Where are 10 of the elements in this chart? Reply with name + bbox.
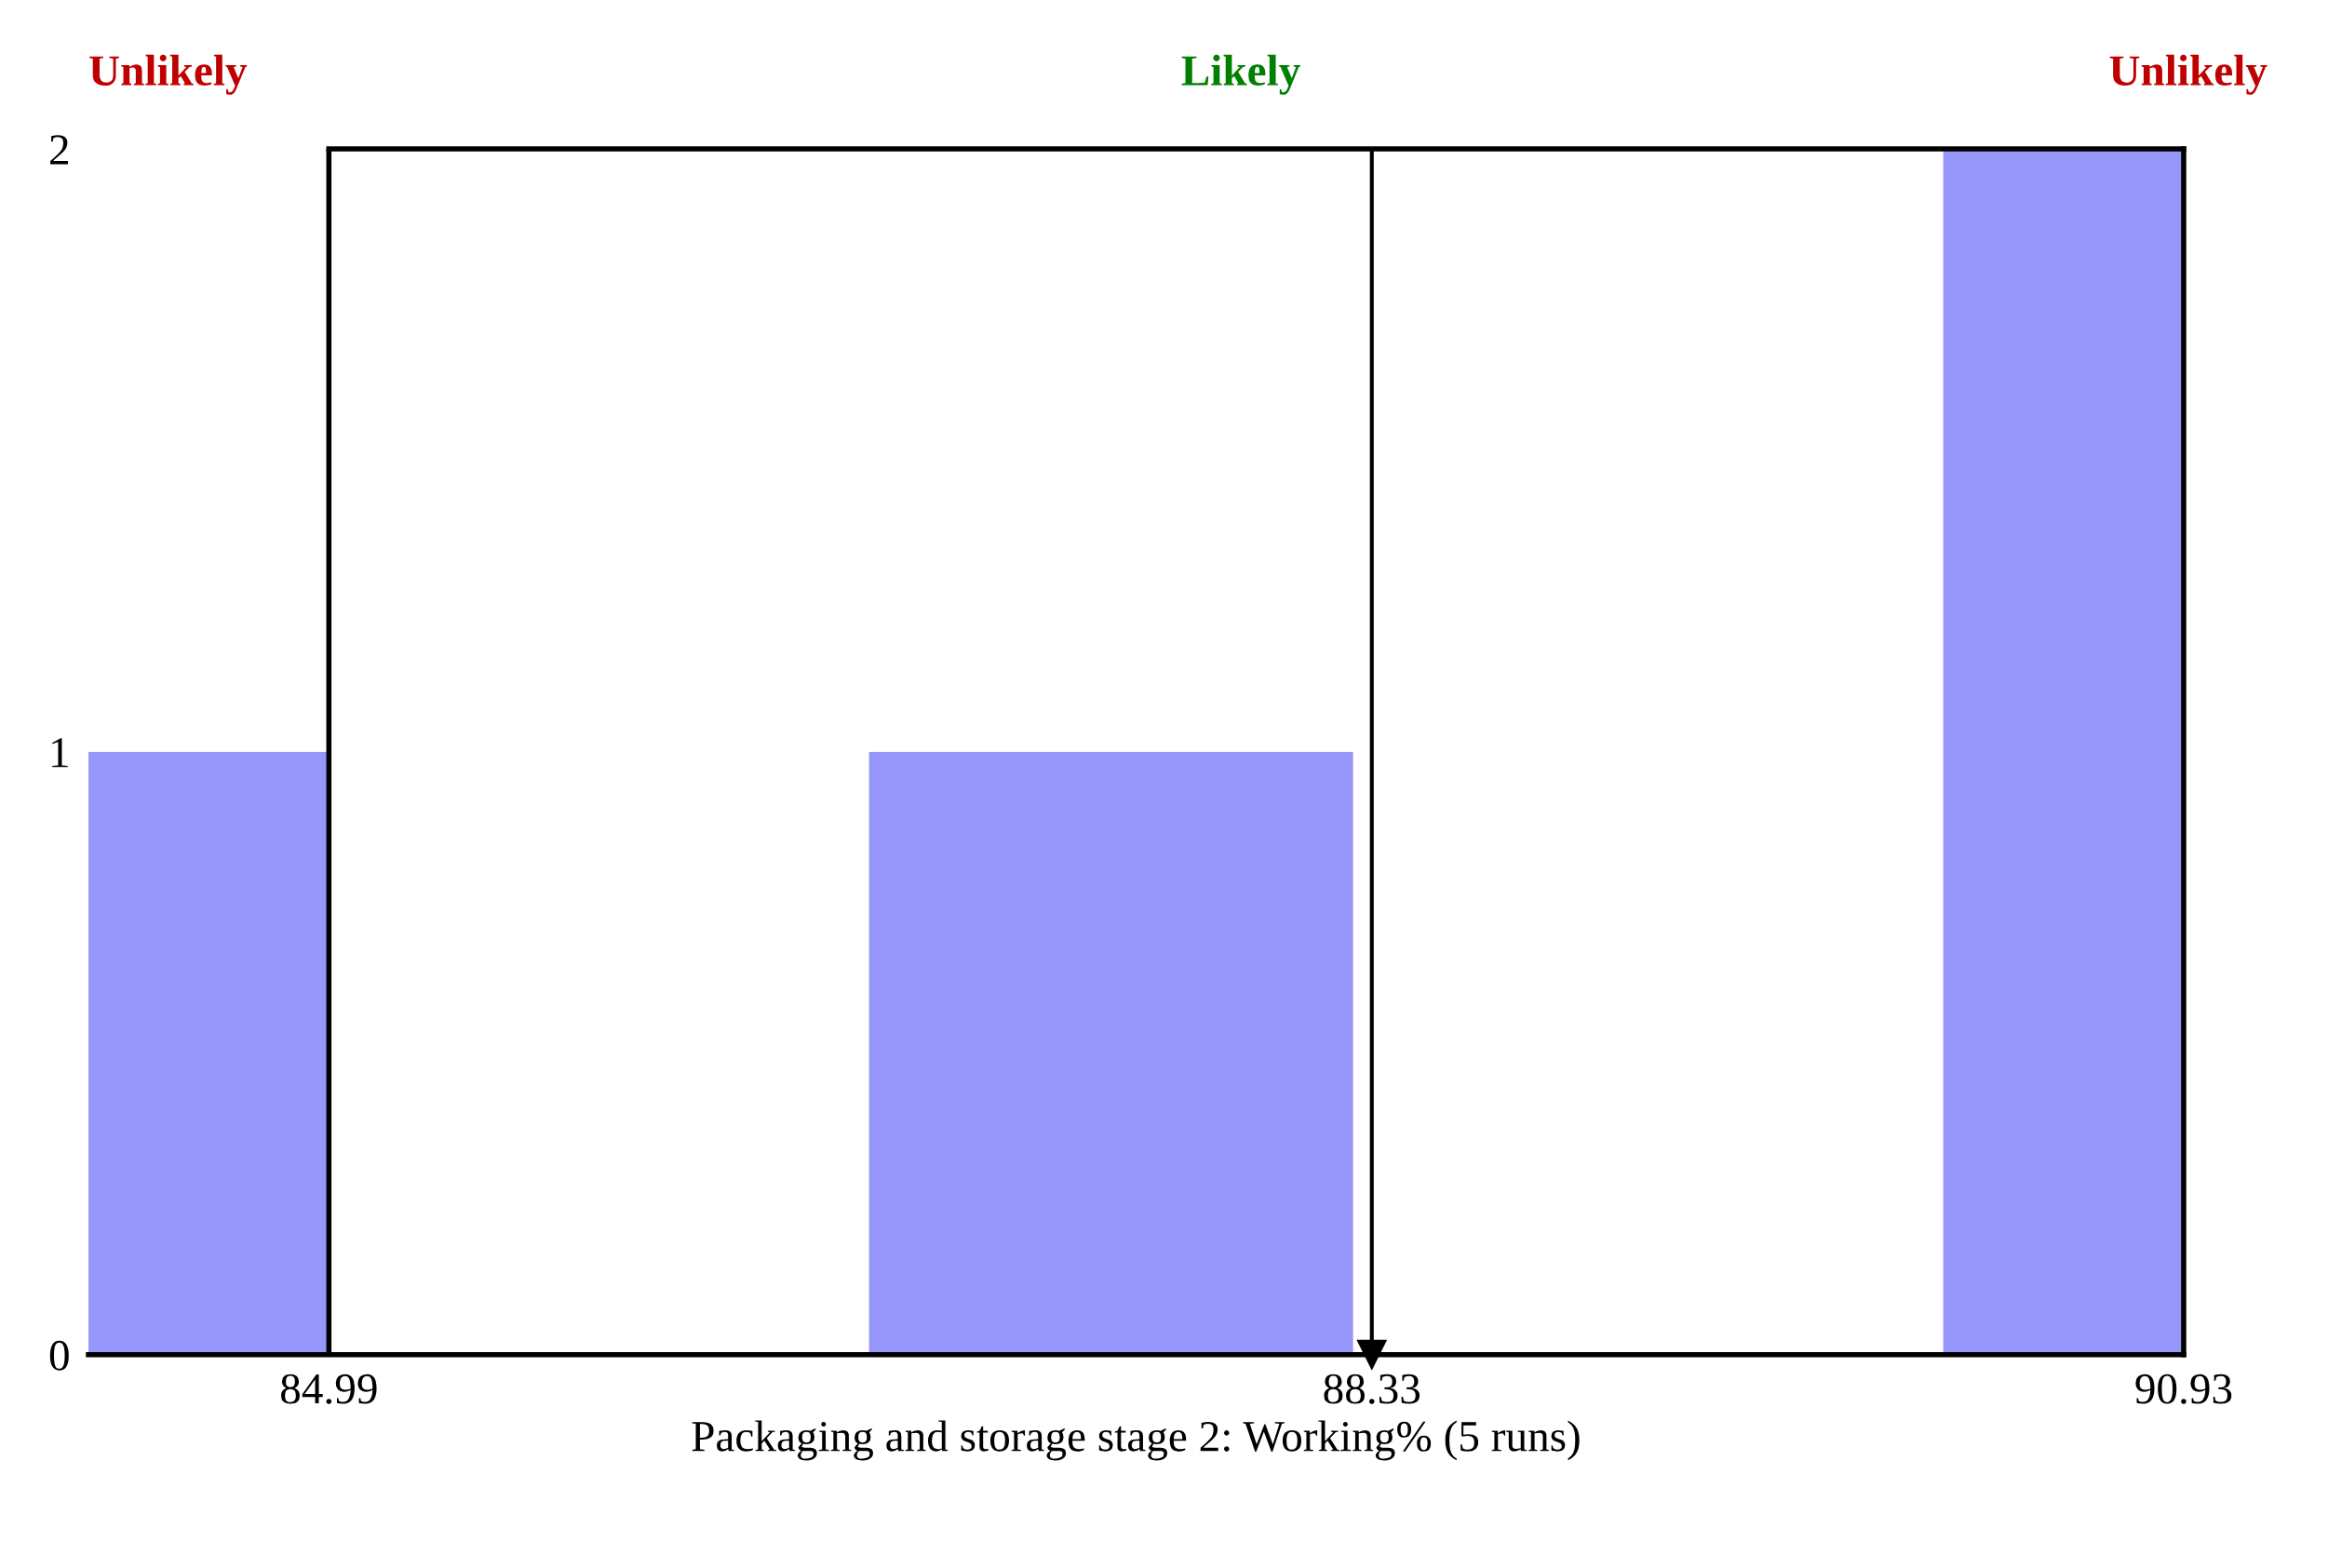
x-tick-label: 88.33 [1324, 1374, 1420, 1404]
text: Unlikely [2109, 54, 2267, 95]
text: Likely [1181, 54, 1300, 95]
y-tick-label: 1 [52, 738, 68, 768]
x-tick-label: 84.99 [281, 1374, 377, 1404]
x-tick-label: 90.93 [2135, 1374, 2232, 1404]
y-tick-label: 2 [50, 135, 68, 165]
x-axis-title: Packaging and storage stage 2: Working% (5 runs) [692, 1420, 1580, 1461]
text: Unlikely [89, 54, 248, 95]
y-tick-label: 0 [49, 1340, 69, 1371]
